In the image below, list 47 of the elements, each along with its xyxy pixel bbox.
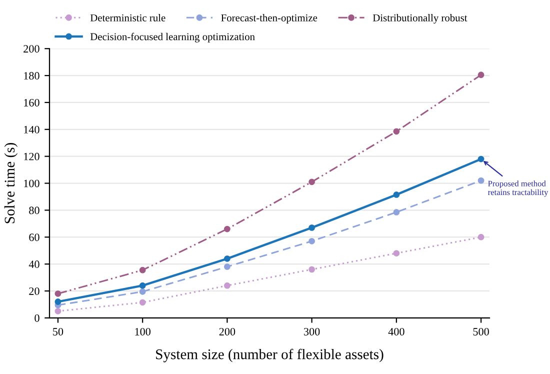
point <box>478 234 484 240</box>
x-tick-label: 100 <box>135 328 150 336</box>
point <box>139 288 146 295</box>
point <box>224 226 230 232</box>
y-tick-label: 60 <box>29 234 40 242</box>
point <box>139 266 146 274</box>
point <box>224 282 230 289</box>
point <box>478 156 484 162</box>
y-tick-label: 140 <box>24 126 40 134</box>
point <box>139 299 146 306</box>
point <box>478 177 484 184</box>
x-tick-label: 50 <box>53 328 64 336</box>
point <box>54 298 62 305</box>
legend-label: Deterministic rule <box>90 14 166 22</box>
x-tick-label: 400 <box>388 328 404 336</box>
point <box>393 128 400 135</box>
y-tick-label: 100 <box>24 180 40 188</box>
point <box>54 290 62 297</box>
point <box>478 72 484 78</box>
y-tick-label: 200 <box>24 45 40 53</box>
point <box>393 250 400 256</box>
point <box>393 209 400 216</box>
x-tick-label: 300 <box>304 328 320 336</box>
point <box>308 266 316 273</box>
point <box>308 178 316 186</box>
point <box>308 238 316 244</box>
point <box>54 308 62 314</box>
y-tick-label: 20 <box>29 287 40 295</box>
point <box>393 192 400 198</box>
point <box>224 264 230 270</box>
y-tick-label: 120 <box>24 152 40 160</box>
legend-label: Decision-focused learning optimization <box>90 32 255 42</box>
annotation: Proposed method retains tractability <box>488 180 548 197</box>
point <box>224 255 230 262</box>
y-tick-label: 0 <box>34 314 40 322</box>
y-tick-label: 160 <box>24 98 40 106</box>
legend-label: Distributionally robust <box>372 14 468 24</box>
y-axis-title: Solve time (s) <box>4 142 18 224</box>
point <box>308 224 316 231</box>
x-axis-title: System size (number of flexible assets) <box>156 348 384 362</box>
y-tick-label: 40 <box>28 260 40 268</box>
y-tick-label: 180 <box>24 72 40 80</box>
y-tick-label: 80 <box>29 206 40 214</box>
legend-label: Forecast-then-optimize <box>221 14 318 24</box>
point <box>139 282 146 289</box>
x-tick-label: 200 <box>219 328 236 336</box>
x-tick-label: 500 <box>473 328 489 336</box>
